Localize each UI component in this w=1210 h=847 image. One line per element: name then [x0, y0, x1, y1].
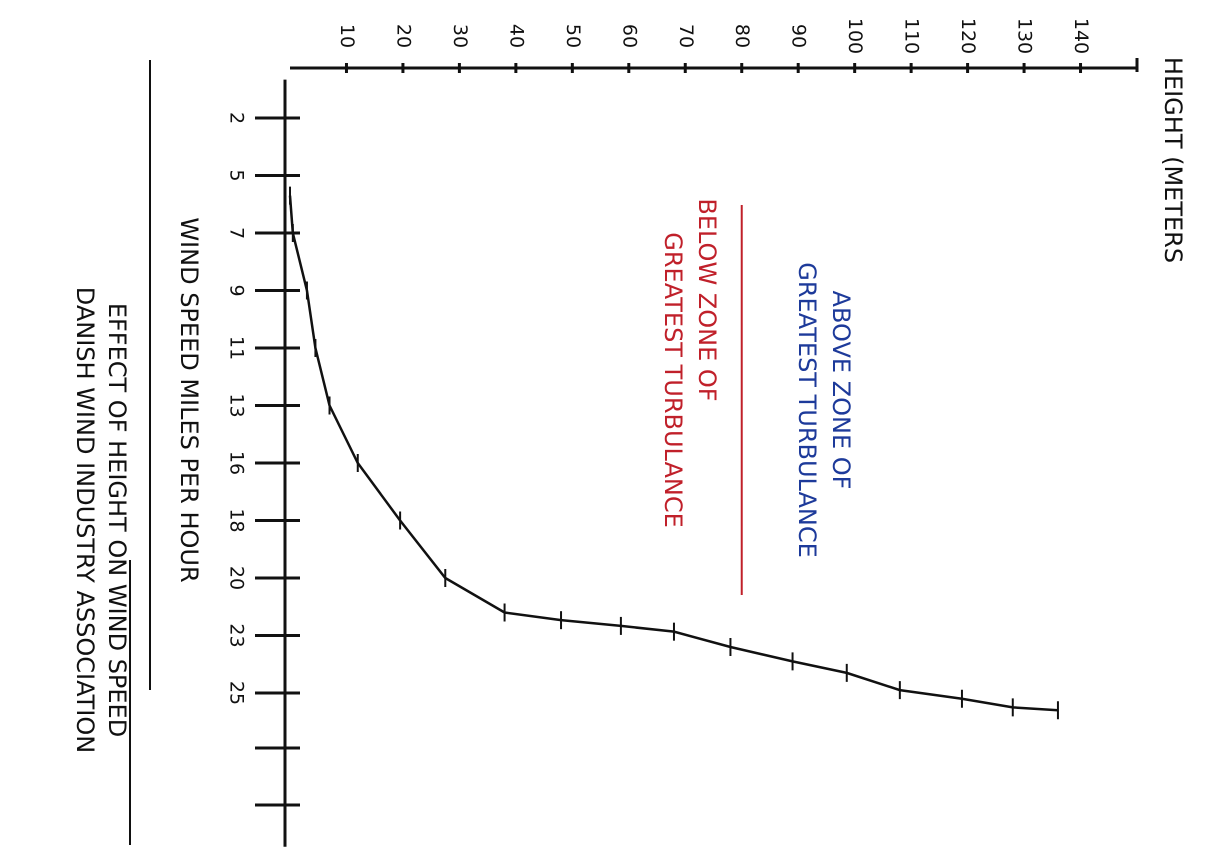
height-tick-label: 90 [788, 24, 810, 48]
height-tick-label: 120 [957, 18, 979, 54]
height-tick-label: 30 [449, 24, 471, 48]
height-tick-label: 70 [675, 24, 697, 48]
height-tick-label: 50 [562, 24, 584, 48]
wind-tick-label: 23 [226, 623, 248, 647]
height-tick-label: 100 [844, 18, 866, 54]
wind-tick-label: 2 [226, 112, 248, 124]
height-tick-label: 80 [731, 24, 753, 48]
height-tick-label: 10 [336, 24, 358, 48]
wind-tick-label: 7 [226, 227, 248, 239]
chart-subtitle: DANISH WIND INDUSTRY ASSOCIATION [71, 287, 99, 753]
wind-tick-label: 11 [226, 336, 248, 360]
height-axis-label: HEIGHT (METERS [1159, 57, 1187, 263]
height-tick-label: 140 [1070, 18, 1092, 54]
wind-tick-label: 20 [226, 566, 248, 590]
height-tick-label: 40 [505, 24, 527, 48]
annotation: ABOVE ZONE OF [827, 291, 855, 490]
annotation: BELOW ZONE OF [693, 198, 721, 401]
wind-tick-label: 18 [226, 508, 248, 532]
wind-axis-label: WIND SPEED MILES PER HOUR [175, 217, 203, 582]
chart-title: EFFECT OF HEIGHT ON WIND SPEED [103, 303, 131, 737]
height-tick-label: 130 [1014, 18, 1036, 54]
height-tick-label: 110 [901, 18, 923, 54]
height-tick-label: 60 [618, 24, 640, 48]
annotation: GREATEST TURBULANCE [659, 232, 687, 528]
annotation: GREATEST TURBULANCE [793, 262, 821, 558]
wind-tick-label: 13 [226, 393, 248, 417]
height-tick-label: 20 [392, 24, 414, 48]
wind-tick-label: 9 [226, 284, 248, 296]
wind-tick-label: 25 [226, 681, 248, 705]
wind-tick-label: 5 [226, 169, 248, 181]
wind-tick-label: 16 [226, 451, 248, 475]
